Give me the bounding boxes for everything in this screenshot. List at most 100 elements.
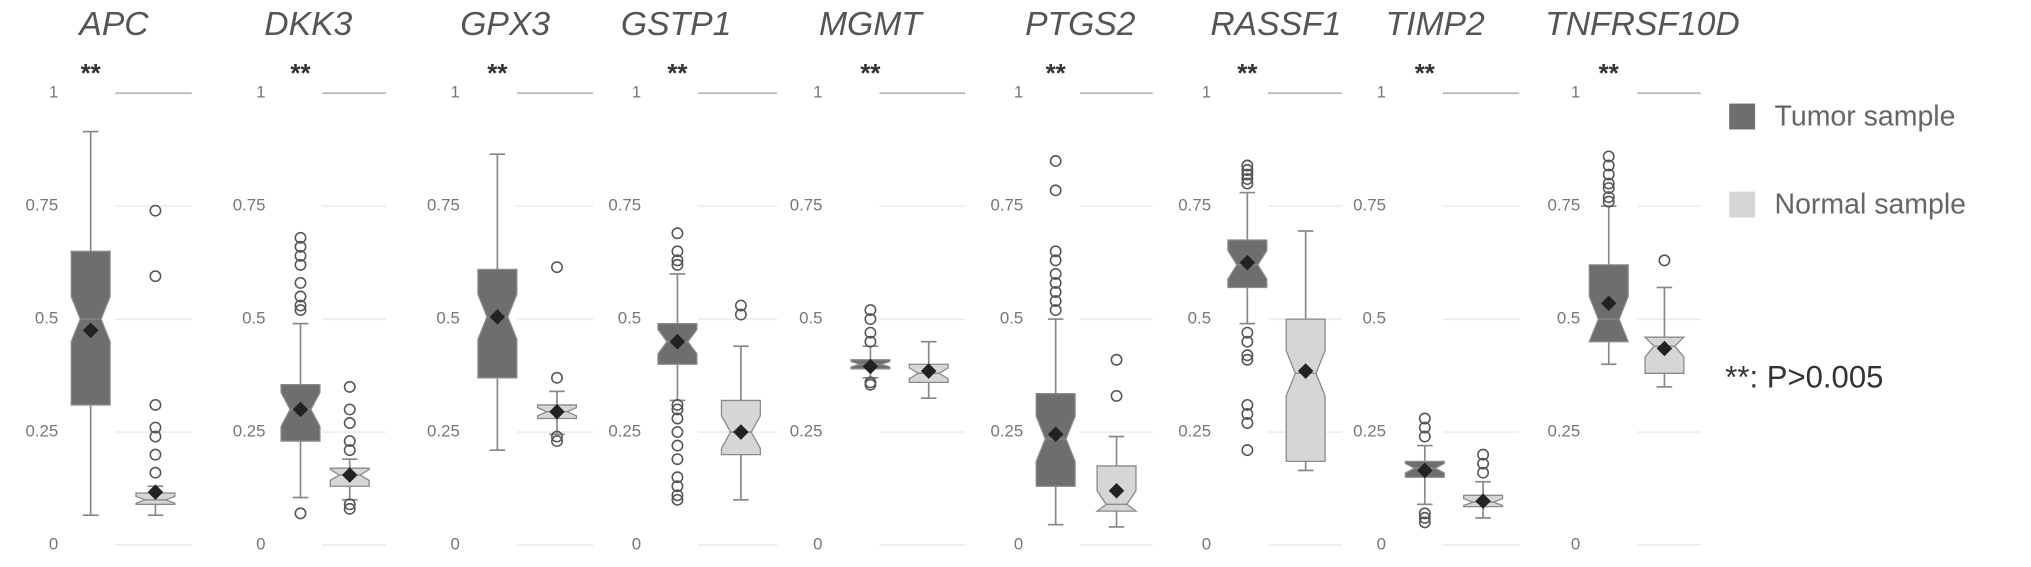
y-tick-label: 0 [813, 534, 822, 553]
y-tick-label: 0.25 [26, 422, 59, 441]
y-tick-label: 1 [1571, 83, 1580, 102]
y-tick-label: 0.25 [790, 422, 823, 441]
y-tick-label: 0.5 [1363, 309, 1386, 328]
outlier [343, 498, 356, 511]
y-tick-label: 0.25 [427, 422, 460, 441]
y-tick-label: 1 [1377, 83, 1386, 102]
outlier [294, 249, 307, 262]
outlier [1602, 177, 1615, 190]
outlier [1241, 164, 1254, 176]
y-tick-label: 0.25 [233, 422, 266, 441]
y-tick-label: 0.25 [608, 422, 641, 441]
outlier [149, 270, 162, 283]
outlier [671, 412, 684, 425]
y-tick-label: 0 [1014, 534, 1023, 553]
outlier [551, 430, 563, 443]
outlier [1602, 159, 1615, 172]
outlier [294, 507, 307, 520]
outlier [551, 371, 563, 384]
panel-title: DKK3 [264, 6, 352, 43]
outlier [343, 403, 356, 416]
panel-title: APC [77, 6, 149, 43]
outlier [1241, 408, 1254, 420]
y-tick-label: 1 [1202, 83, 1211, 102]
y-tick-label: 0 [49, 534, 58, 553]
outlier [1418, 507, 1431, 520]
mean-marker [1047, 426, 1064, 443]
y-tick-label: 0.75 [1353, 196, 1386, 215]
significance-mark: ** [1599, 60, 1620, 88]
y-tick-label: 0.5 [1000, 309, 1023, 328]
outlier [294, 240, 307, 253]
outlier [1241, 417, 1254, 429]
outlier [1049, 245, 1062, 258]
outlier [1241, 168, 1254, 181]
outlier [1418, 516, 1431, 529]
outlier [1110, 389, 1123, 402]
y-tick-label: 0.75 [1178, 196, 1211, 215]
outlier [1049, 295, 1062, 307]
outlier [1477, 448, 1490, 461]
mean-marker [1475, 493, 1491, 509]
mean-marker [341, 467, 358, 483]
legend-swatch [1729, 103, 1756, 130]
outlier [1602, 191, 1615, 204]
outlier [864, 304, 877, 317]
outlier [343, 444, 356, 457]
mean-marker [1600, 295, 1617, 312]
y-tick-label: 0 [1377, 534, 1386, 553]
outlier [671, 493, 684, 506]
panel-title: GPX3 [460, 6, 550, 43]
outlier [671, 489, 684, 502]
outlier [1477, 466, 1490, 479]
outlier [1241, 444, 1254, 457]
panel-title: PTGS2 [1025, 6, 1136, 43]
y-tick-label: 0 [256, 534, 265, 553]
significance-mark: ** [860, 60, 881, 88]
outlier [1602, 150, 1615, 163]
significance-mark: ** [1415, 60, 1436, 88]
y-tick-label: 0.5 [1188, 309, 1211, 328]
y-tick-label: 1 [256, 83, 265, 102]
outlier [864, 313, 877, 326]
outlier [1110, 353, 1123, 366]
outlier [1658, 254, 1671, 267]
y-tick-label: 0.75 [233, 196, 266, 215]
y-tick-label: 0 [1571, 534, 1580, 553]
mean-marker [549, 403, 565, 420]
outlier [1241, 326, 1254, 339]
y-tick-label: 0 [450, 534, 459, 553]
y-tick-label: 1 [1014, 83, 1023, 102]
outlier [864, 335, 877, 348]
mean-marker [1239, 254, 1256, 271]
y-tick-label: 1 [813, 83, 822, 102]
significance-note: **: P>0.005 [1725, 360, 1883, 395]
outlier [671, 258, 684, 271]
outlier [1477, 457, 1490, 470]
legend-swatch [1729, 191, 1756, 218]
outlier [864, 378, 877, 391]
y-tick-label: 0 [1202, 534, 1211, 553]
outlier [1241, 159, 1254, 172]
outlier [1418, 421, 1431, 434]
outlier [149, 466, 162, 479]
outlier [343, 417, 356, 429]
y-tick-label: 0.25 [1353, 422, 1386, 441]
outlier [671, 227, 684, 240]
outlier [864, 326, 877, 339]
outlier [1241, 177, 1254, 190]
outlier [1049, 304, 1062, 317]
y-tick-label: 0.5 [35, 309, 58, 328]
outlier [671, 439, 684, 452]
outlier [671, 426, 684, 439]
panel-title: RASSF1 [1210, 6, 1341, 43]
y-tick-label: 1 [632, 83, 641, 102]
y-tick-label: 1 [450, 83, 459, 102]
y-tick-label: 0.75 [26, 196, 59, 215]
outlier [343, 435, 356, 448]
outlier [1241, 353, 1254, 366]
outlier [671, 453, 684, 466]
panel-title: MGMT [819, 6, 924, 43]
outlier [343, 380, 356, 393]
outlier [1049, 155, 1062, 167]
